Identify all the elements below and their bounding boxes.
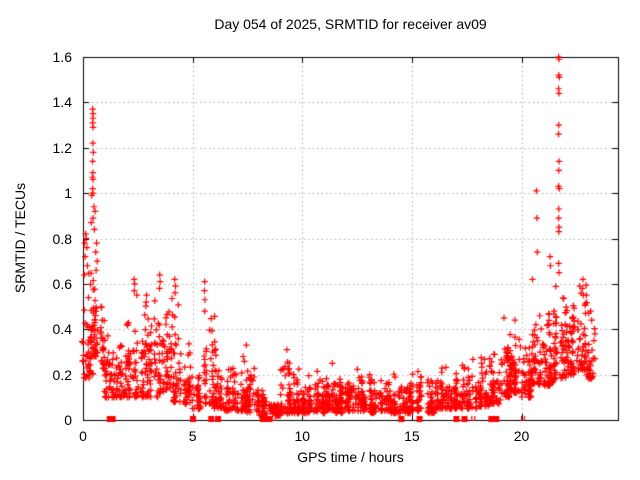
y-tick-label-1: 1 <box>64 185 72 202</box>
x-tick-label-5: 5 <box>188 428 197 444</box>
y-tick-label-1.4: 1.4 <box>52 94 72 111</box>
x-axis-label: GPS time / hours <box>297 449 404 465</box>
x-tick-label-0: 0 <box>79 428 87 444</box>
y-axis-tick-labels: 0 0.2 0.4 0.6 0.8 1 1.2 1.4 1.6 <box>0 0 76 480</box>
y-tick-label-0.4: 0.4 <box>52 321 72 338</box>
chart-title: Day 054 of 2025, SRMTID for receiver av0… <box>214 16 487 32</box>
y-tick-label-0.2: 0.2 <box>52 366 72 383</box>
y-tick-label-1.2: 1.2 <box>52 139 72 156</box>
x-tick-label-10: 10 <box>294 428 311 444</box>
y-tick-label-0.6: 0.6 <box>52 275 72 292</box>
y-tick-label-0.8: 0.8 <box>52 230 72 247</box>
y-tick-label-1.6: 1.6 <box>52 49 72 65</box>
x-tick-label-20: 20 <box>513 428 530 444</box>
x-axis-tick-labels: 0 5 10 15 20 <box>0 428 640 446</box>
y-tick-label-0: 0 <box>64 412 72 428</box>
x-tick-label-15: 15 <box>404 428 420 444</box>
